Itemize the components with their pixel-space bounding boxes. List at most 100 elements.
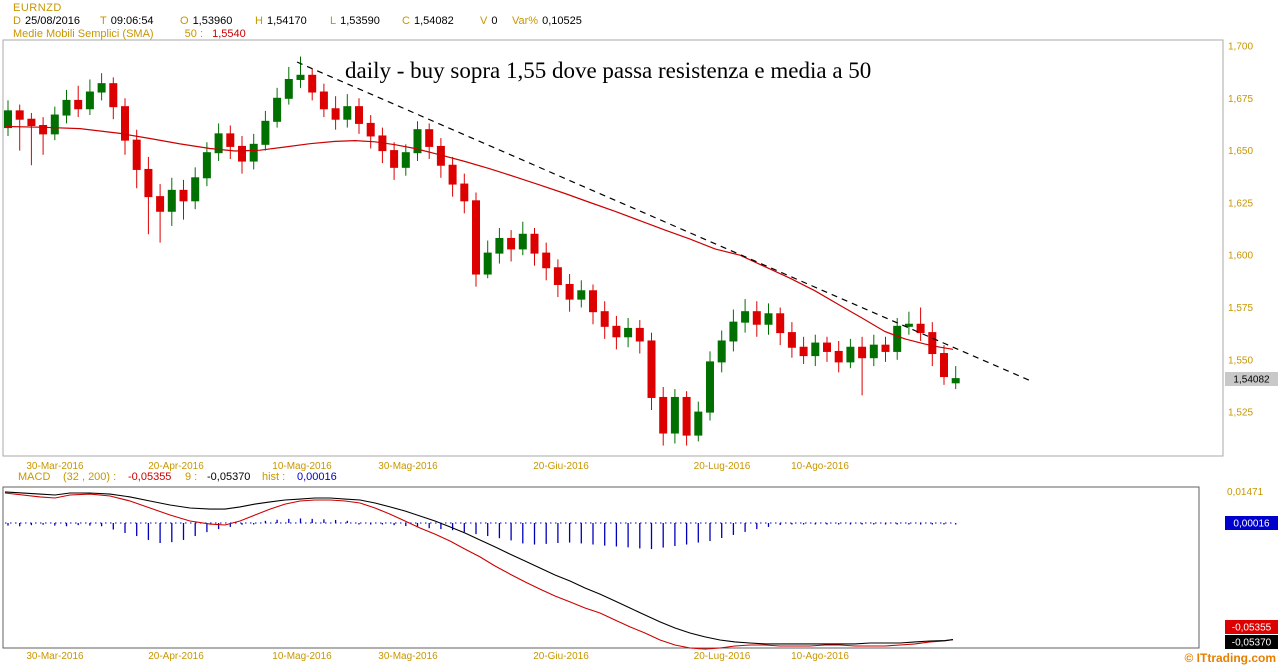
candlestick bbox=[729, 321, 738, 342]
macd-signal-line bbox=[4, 491, 954, 645]
ohlc-field-o: O 1,53960 bbox=[180, 15, 232, 27]
candlestick bbox=[776, 313, 785, 334]
candlestick bbox=[179, 189, 188, 202]
price-tick-label: 1,650 bbox=[1228, 146, 1253, 157]
candlestick bbox=[858, 346, 867, 359]
candlestick bbox=[261, 120, 270, 145]
candlestick bbox=[553, 267, 562, 285]
date-axis-label: 20-Giu-2016 bbox=[533, 651, 589, 662]
candlestick bbox=[483, 252, 492, 275]
price-tick-label: 1,550 bbox=[1228, 355, 1253, 366]
candlestick bbox=[50, 114, 59, 135]
candlestick bbox=[589, 290, 597, 313]
macd-chart-area[interactable] bbox=[2, 486, 1200, 649]
candlestick bbox=[85, 91, 94, 110]
candlestick bbox=[273, 97, 282, 122]
macd-value-badge bbox=[1225, 635, 1278, 649]
date-axis-label: 10-Ago-2016 bbox=[791, 461, 849, 472]
candlestick bbox=[331, 108, 340, 120]
date-axis-label: 30-Mar-2016 bbox=[26, 651, 84, 662]
candlestick bbox=[904, 323, 913, 327]
ohlc-field-h: H 1,54170 bbox=[255, 15, 307, 27]
sma50-line bbox=[4, 125, 954, 350]
candlestick bbox=[717, 340, 726, 363]
candlestick bbox=[916, 323, 925, 334]
candlestick bbox=[507, 237, 516, 250]
candlestick bbox=[764, 313, 773, 325]
candlestick bbox=[565, 283, 574, 300]
ohlc-field-t: T 09:06:54 bbox=[100, 15, 154, 27]
ohlc-field-d: D 25/08/2016 bbox=[13, 15, 80, 27]
field-value: 0 bbox=[491, 15, 498, 27]
main-chart-area[interactable] bbox=[2, 39, 1224, 457]
candlestick bbox=[308, 74, 317, 93]
candlestick bbox=[811, 342, 820, 357]
candlestick bbox=[202, 152, 211, 179]
candlestick bbox=[787, 332, 796, 348]
macd-params: (32 , 200) : bbox=[63, 471, 117, 483]
field-value: 25/08/2016 bbox=[24, 15, 81, 27]
candlestick bbox=[495, 237, 504, 254]
candlestick bbox=[659, 396, 668, 434]
date-axis-label: 20-Apr-2016 bbox=[148, 461, 204, 472]
candlestick bbox=[530, 233, 539, 254]
candlestick bbox=[27, 118, 36, 126]
candlestick bbox=[97, 83, 106, 93]
macd-value-badge-label: 0,00016 bbox=[1233, 519, 1270, 530]
field-label: V bbox=[480, 15, 488, 27]
macd-value-badge-label: -0,05355 bbox=[1232, 623, 1272, 634]
candlestick bbox=[355, 106, 363, 124]
candlestick bbox=[577, 290, 586, 300]
candlestick bbox=[881, 344, 890, 352]
candlestick bbox=[624, 327, 633, 338]
candlestick bbox=[296, 74, 305, 80]
candlestick bbox=[15, 110, 24, 120]
sma-period-label: 50 : bbox=[184, 28, 204, 40]
date-axis-label: 30-Mag-2016 bbox=[378, 461, 438, 472]
macd-signal-value: -0,05370 bbox=[207, 471, 251, 483]
date-axis-label: 20-Lug-2016 bbox=[693, 461, 751, 472]
candlestick bbox=[249, 143, 258, 162]
field-value: 0,10525 bbox=[542, 15, 582, 27]
candlestick bbox=[132, 139, 141, 170]
candlestick bbox=[226, 133, 235, 147]
macd-line bbox=[4, 492, 954, 650]
date-axis-label: 10-Ago-2016 bbox=[791, 651, 849, 662]
ohlc-field-c: C 1,54082 bbox=[402, 15, 454, 27]
candlestick bbox=[390, 150, 399, 168]
candlestick bbox=[343, 106, 352, 120]
field-label: C bbox=[402, 15, 410, 27]
price-tick-label: 1,675 bbox=[1228, 94, 1253, 105]
candlestick bbox=[109, 83, 118, 108]
candlestick bbox=[39, 124, 48, 135]
field-label: Var% bbox=[512, 15, 539, 27]
candlestick bbox=[472, 200, 480, 275]
field-value: 1,54082 bbox=[413, 15, 454, 27]
candlestick bbox=[823, 342, 831, 352]
candlestick bbox=[752, 311, 761, 325]
price-tick-label: 1,525 bbox=[1228, 408, 1253, 419]
chart-annotation-text: daily - buy sopra 1,55 dove passa resist… bbox=[345, 58, 872, 83]
candlestick bbox=[741, 311, 750, 323]
candlestick bbox=[121, 106, 129, 141]
macd-signal-label: 9 : bbox=[185, 471, 198, 483]
candlestick bbox=[167, 189, 176, 212]
macd-hist-label: hist : bbox=[262, 471, 286, 483]
macd-value-badge bbox=[1225, 516, 1278, 530]
macd-value-badge bbox=[1225, 620, 1278, 634]
candlestick bbox=[542, 252, 551, 269]
candlestick bbox=[144, 168, 153, 198]
candlestick bbox=[74, 99, 83, 110]
field-label: T bbox=[100, 15, 107, 27]
macd-title: MACD bbox=[18, 471, 51, 483]
date-axis-label: 20-Apr-2016 bbox=[148, 651, 204, 662]
candlestick bbox=[612, 325, 621, 338]
trendline[interactable] bbox=[296, 61, 1032, 382]
candlestick bbox=[319, 91, 328, 110]
candlestick bbox=[600, 311, 609, 327]
price-tick-label: 1,625 bbox=[1228, 198, 1253, 209]
field-label: O bbox=[180, 15, 189, 27]
price-tick-label: 1,575 bbox=[1228, 303, 1253, 314]
last-price-badge-label: 1,54082 bbox=[1233, 375, 1270, 386]
